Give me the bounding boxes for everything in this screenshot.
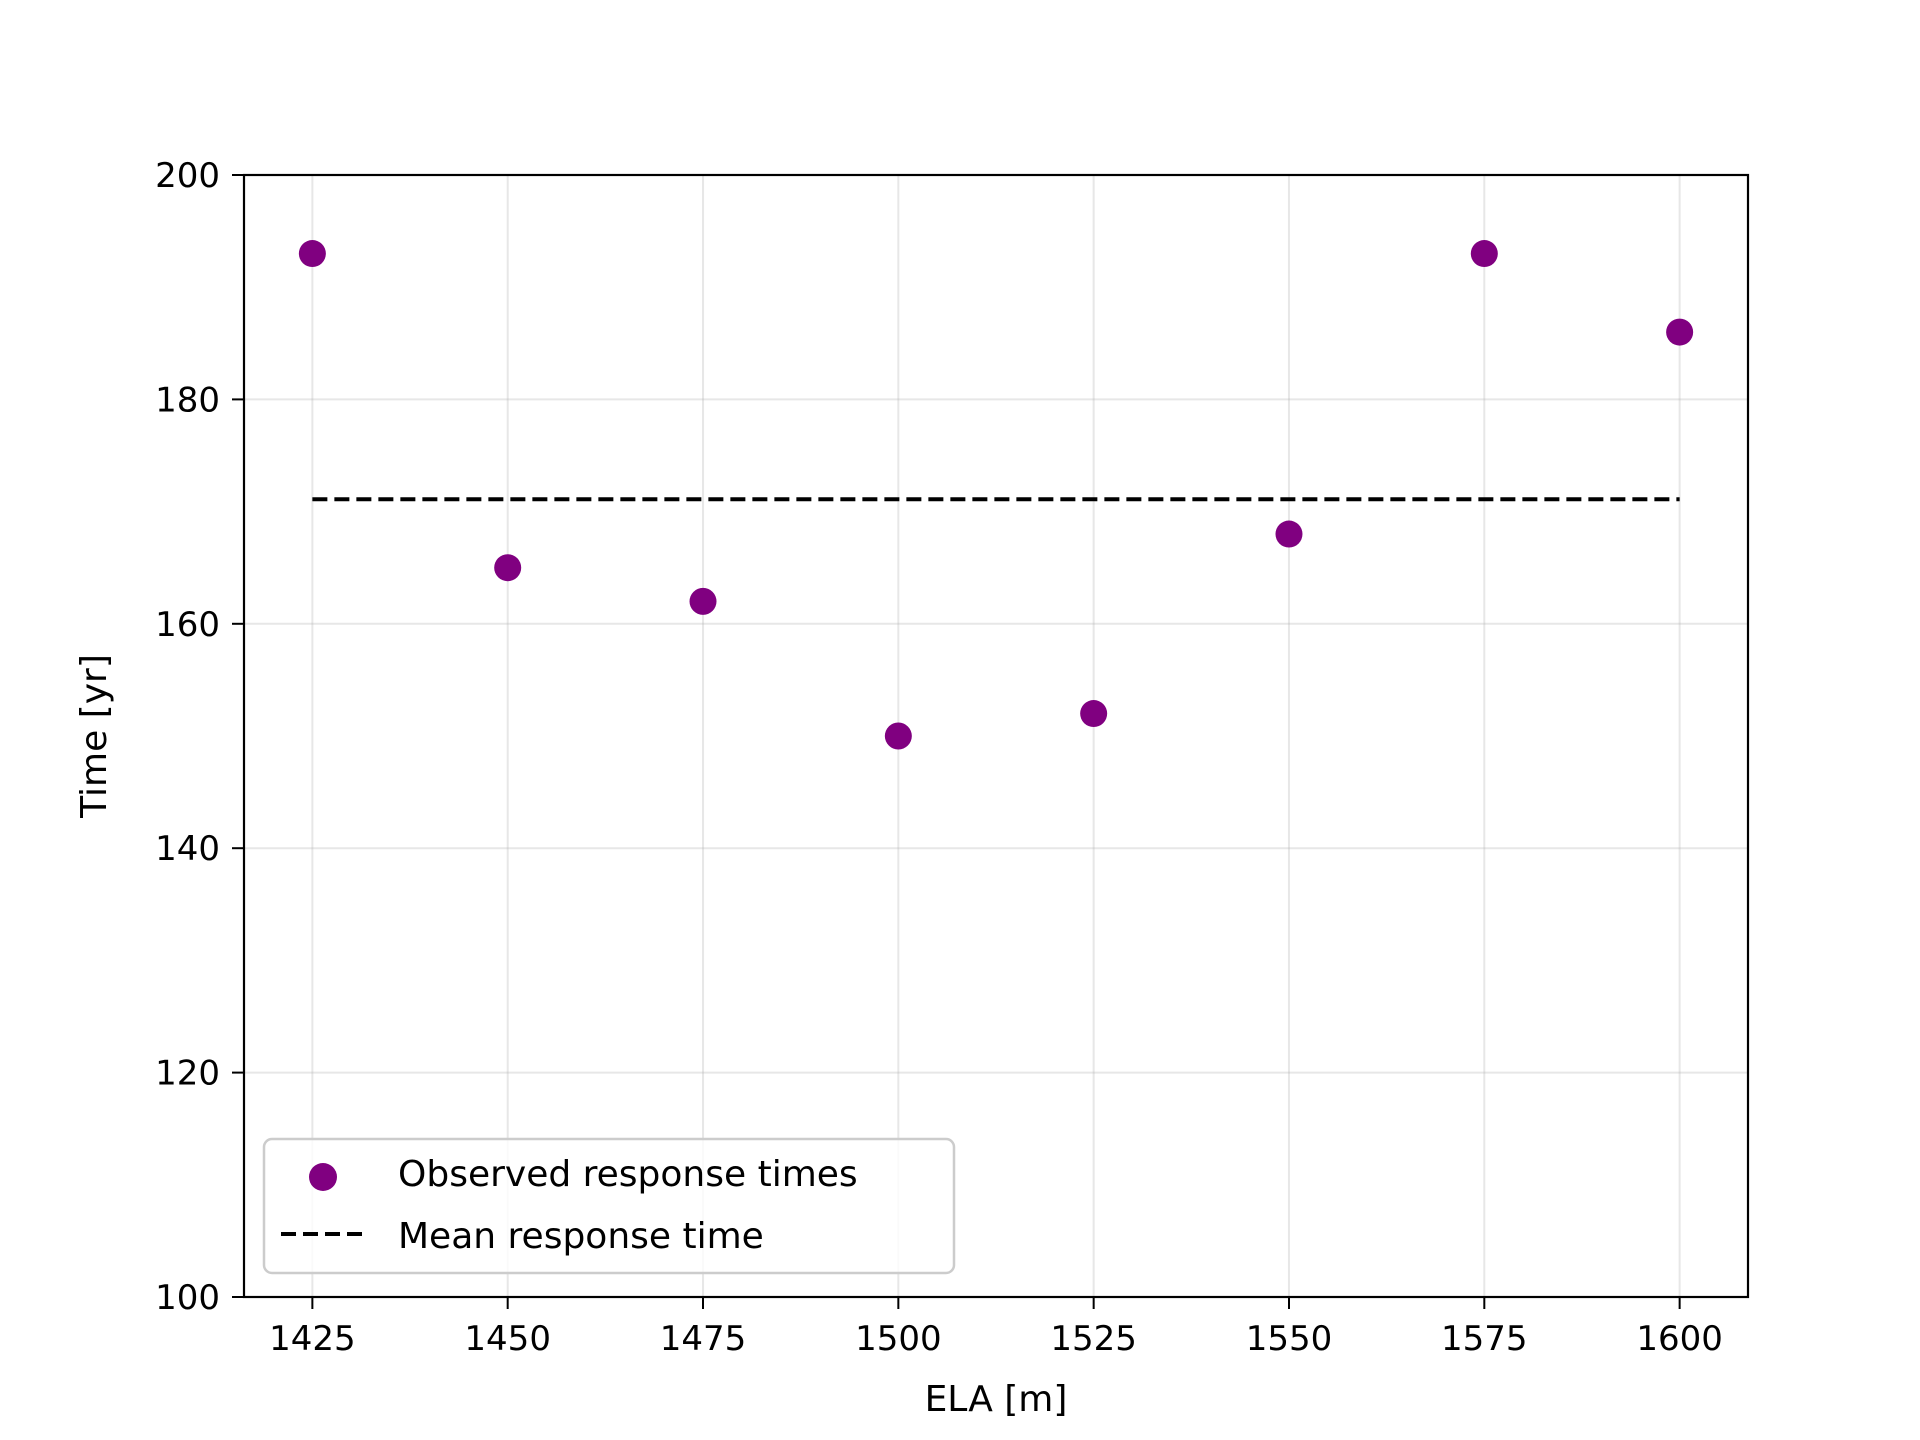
x-tick-label: 1575 <box>1441 1319 1528 1359</box>
plot-area <box>244 175 1748 1297</box>
ticks: 1425 1450 1475 1500 1525 1550 1575 1600 100 120 14… <box>155 156 1723 1359</box>
x-tick-label: 1450 <box>464 1319 551 1359</box>
y-axis-label: Time [yr] <box>74 654 115 819</box>
legend-label-observed: Observed response times <box>398 1154 858 1195</box>
y-tick-label: 180 <box>155 380 220 420</box>
y-tick-label: 120 <box>155 1054 220 1094</box>
observed-point <box>1666 318 1694 346</box>
x-tick-label: 1525 <box>1050 1319 1137 1359</box>
observed-point <box>1470 240 1498 268</box>
series-layer <box>298 240 1694 750</box>
x-tick-label: 1500 <box>855 1319 942 1359</box>
x-tick-label: 1475 <box>660 1319 747 1359</box>
y-tick-label: 100 <box>155 1278 220 1318</box>
observed-point <box>689 587 717 615</box>
observed-point <box>494 554 522 582</box>
y-tick-label: 200 <box>155 156 220 196</box>
observed-point <box>1275 520 1303 548</box>
observed-point <box>298 240 326 268</box>
y-tick-label: 160 <box>155 605 220 645</box>
x-tick-label: 1600 <box>1636 1319 1723 1359</box>
x-tick-label: 1550 <box>1246 1319 1333 1359</box>
y-tick-label: 140 <box>155 829 220 869</box>
x-axis-label: ELA [m] <box>925 1379 1068 1420</box>
legend-marker-observed <box>309 1163 337 1191</box>
plot-frame <box>242 173 1750 1299</box>
legend-label-mean: Mean response time <box>398 1216 764 1257</box>
x-tick-label: 1425 <box>269 1319 356 1359</box>
observed-point <box>884 722 912 750</box>
legend: Observed response times Mean response ti… <box>262 1137 956 1275</box>
observed-point <box>1080 700 1108 728</box>
legend-box <box>262 1137 956 1275</box>
